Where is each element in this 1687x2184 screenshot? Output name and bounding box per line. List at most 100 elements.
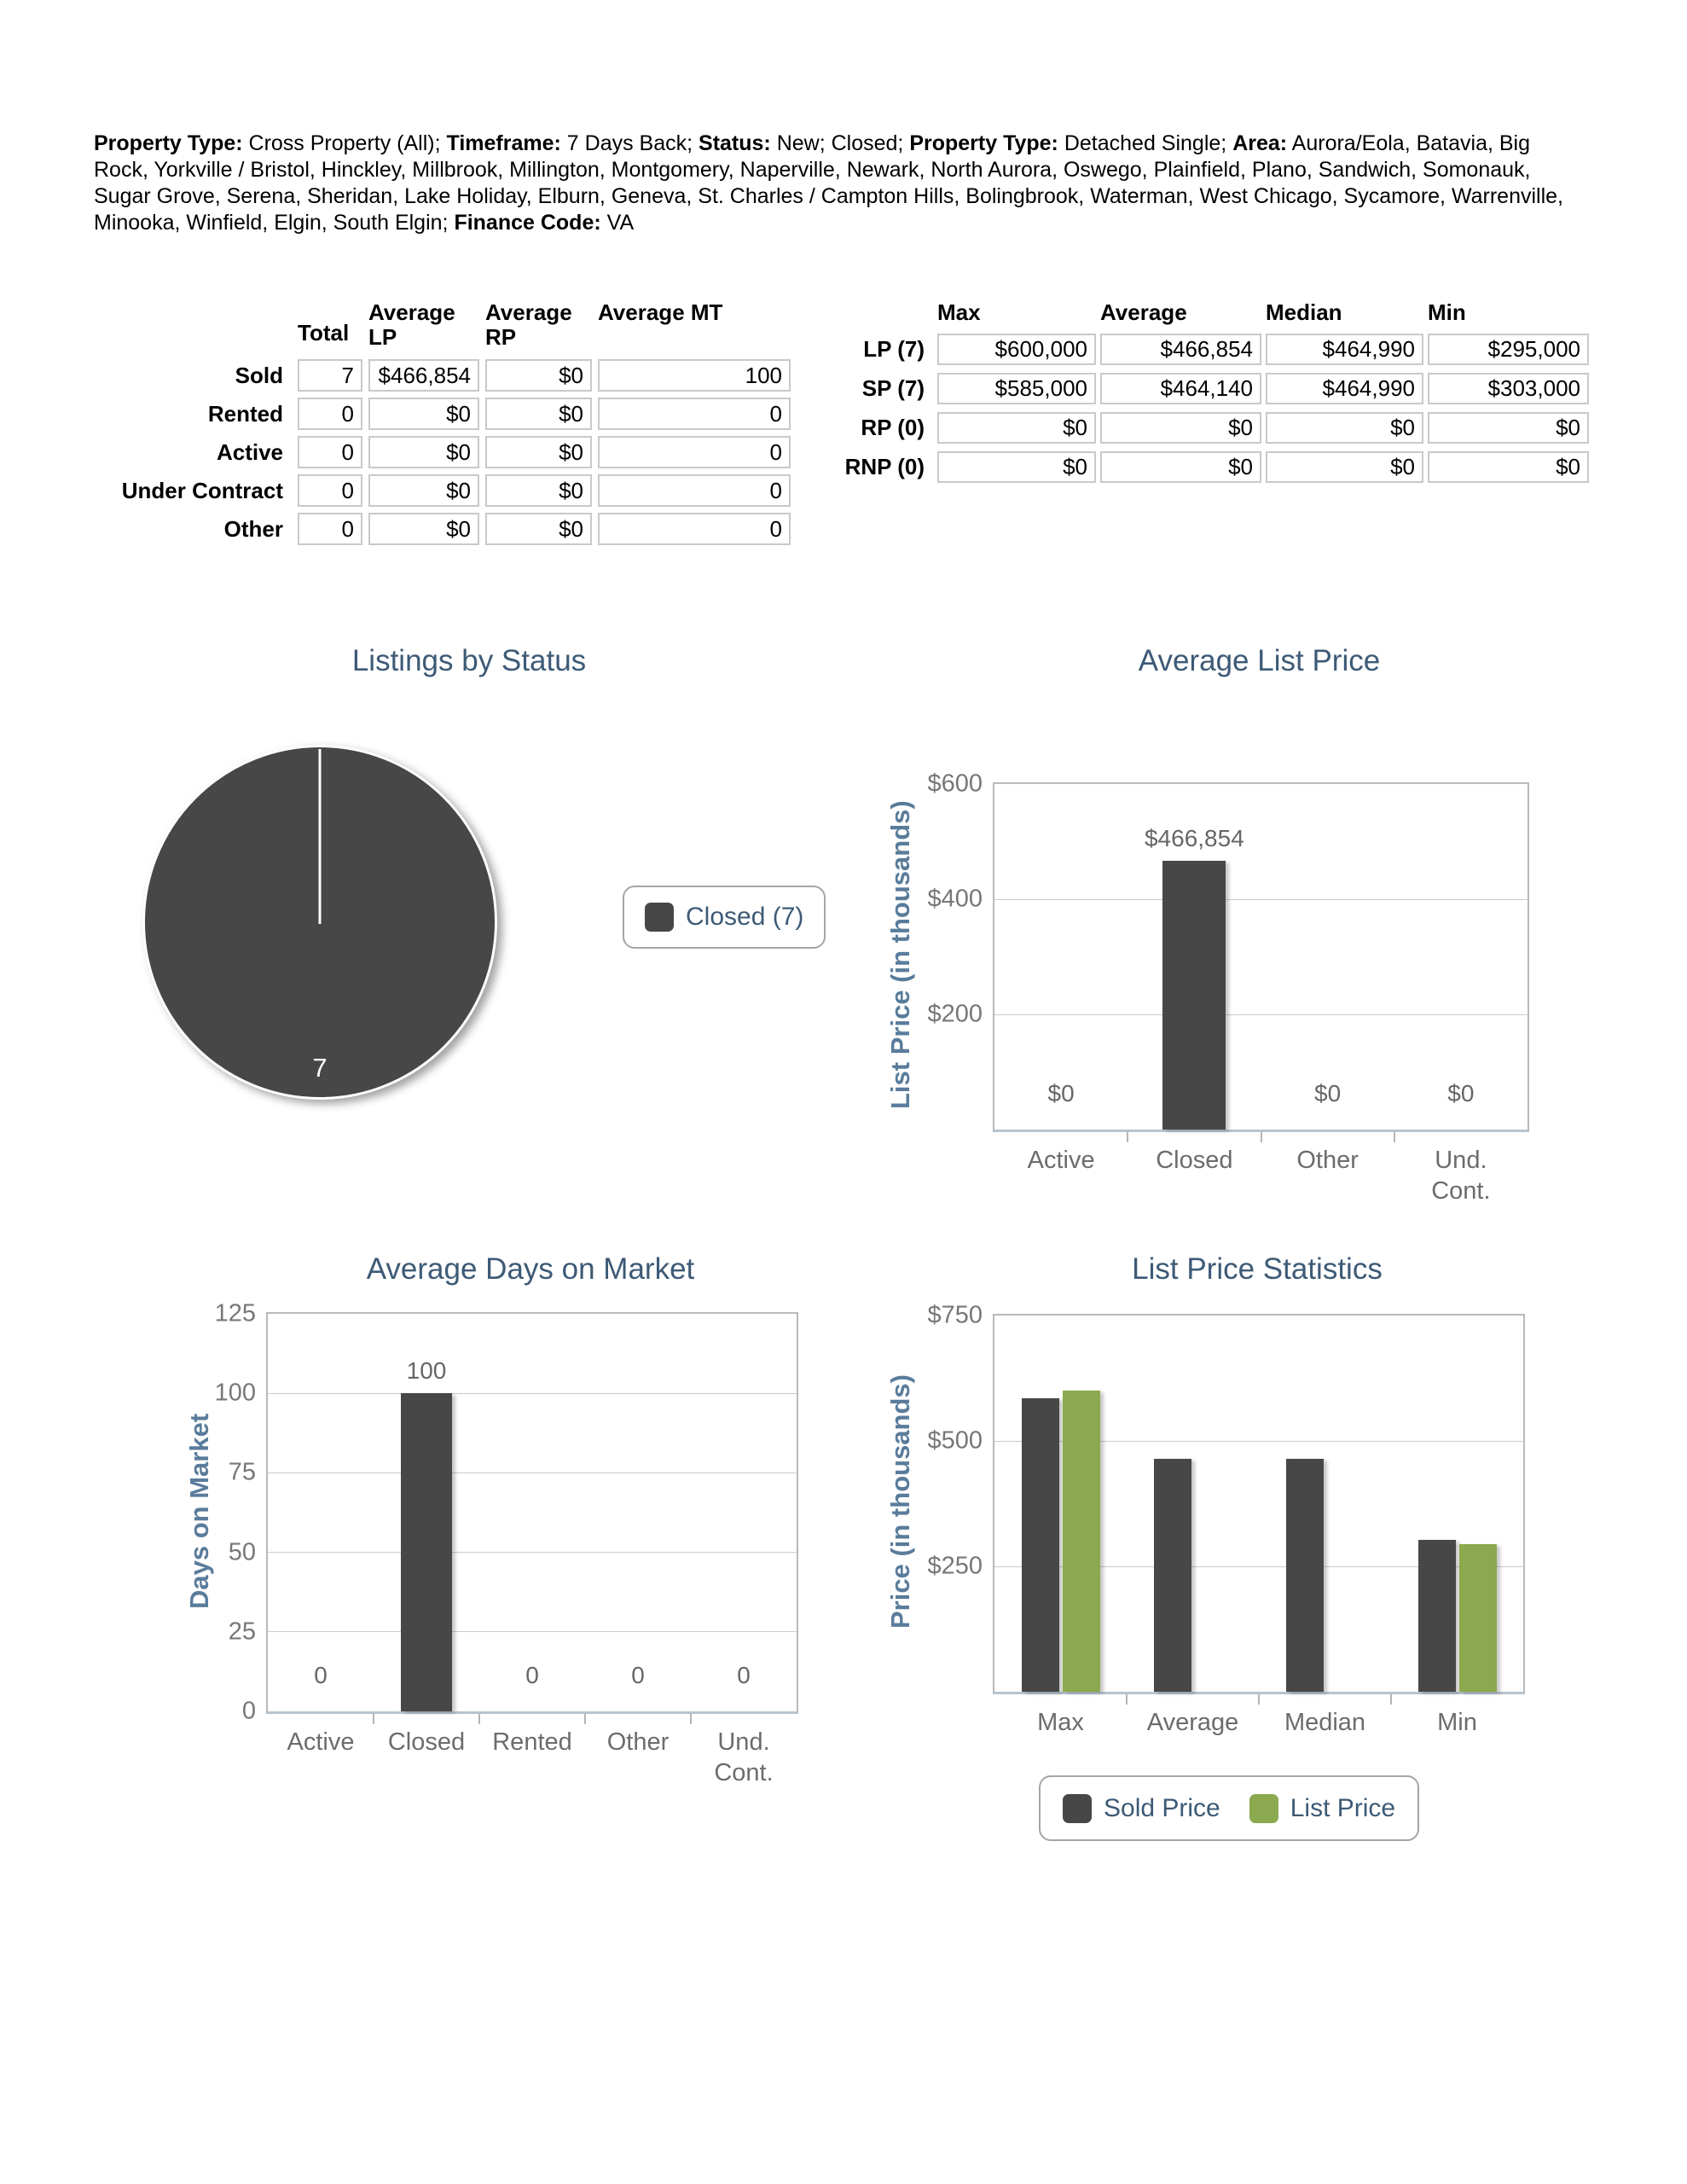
chart-list-price-statistics: List Price Statistics Price (in thousand… [861, 1252, 1612, 1875]
filter-label: Property Type: [94, 131, 243, 155]
table-cell: $0 [485, 436, 592, 468]
x-category-label: Median [1284, 1709, 1366, 1736]
pie-closed-slice: 7 [142, 745, 497, 1100]
value-label: 0 [631, 1662, 645, 1688]
bar-max [1062, 1391, 1100, 1692]
table-cell: $464,990 [1266, 373, 1423, 404]
row-label: RP (0) [861, 415, 925, 440]
chart-title: Listings by Status [351, 644, 587, 677]
table-cell: $0 [368, 436, 479, 468]
y-tick-label: $750 [927, 1301, 983, 1329]
pie-slice-label: 7 [312, 1053, 328, 1083]
table-cell: $0 [368, 474, 479, 507]
y-axis-label: List Price (in thousands) [885, 800, 915, 1110]
chart-average-days-on-market: Average Days on Market Days on Market 12… [154, 1252, 836, 1841]
table-cell: 0 [598, 398, 791, 430]
y-tick-label: 25 [228, 1618, 256, 1646]
filter-label: Area: [1232, 131, 1288, 155]
table-cell: $600,000 [937, 334, 1096, 365]
status-summary-table: Total Average LP Average RP Average MT Sold 7… [94, 300, 791, 545]
plot-area: 125 100 75 50 25 0 Active 0 Closed 100 Rented 0 Othe… [215, 1300, 798, 1786]
y-axis-label: Price (in thousands) [885, 1374, 915, 1629]
column-header: Total [298, 320, 350, 346]
table-cell: 100 [598, 359, 791, 392]
value-label: 100 [406, 1357, 447, 1384]
row-label: RNP (0) [844, 454, 925, 479]
y-axis-label: Days on Market [184, 1413, 214, 1609]
table-cell: $0 [485, 474, 592, 507]
table-cell: 0 [298, 474, 362, 507]
table-cell: $0 [1428, 412, 1589, 444]
pie-legend: Closed (7) [623, 886, 826, 949]
table-corner [94, 300, 292, 353]
y-tick-label: $200 [927, 1000, 983, 1028]
value-label: $0 [1047, 1080, 1075, 1107]
table-cell: $303,000 [1428, 373, 1589, 404]
x-tick [1393, 1132, 1395, 1142]
x-tick [690, 1714, 692, 1724]
filter-label: Finance Code: [454, 211, 601, 235]
table-cell: 0 [598, 474, 791, 507]
table-cell: $585,000 [937, 373, 1096, 404]
y-tick-label: $600 [927, 770, 983, 798]
gridline [268, 1552, 797, 1554]
table-cell: $0 [485, 359, 592, 392]
table-cell: $0 [1100, 412, 1261, 444]
x-tick [1260, 1132, 1262, 1142]
value-label: $0 [1447, 1080, 1475, 1107]
x-tick [373, 1714, 374, 1724]
value-label: $0 [1314, 1080, 1342, 1107]
row-label: Other [223, 516, 283, 542]
table-cell: 0 [598, 436, 791, 468]
bar-min [1417, 1540, 1456, 1692]
table-cell: $295,000 [1428, 334, 1589, 365]
plot-area: $750 $500 $250 Max Average Median Min [927, 1302, 1525, 1736]
gridline [268, 1631, 797, 1633]
x-category-label: Und. Cont. [714, 1728, 774, 1786]
column-header: Max [937, 299, 981, 325]
table-cell: 0 [598, 513, 791, 545]
x-tick [1258, 1694, 1260, 1705]
row-label: LP (7) [863, 336, 925, 362]
gridline [268, 1472, 797, 1473]
row-label: Sold [235, 363, 283, 388]
table-cell: 7 [298, 359, 362, 392]
bar-max [1021, 1398, 1059, 1692]
table-cell: $0 [937, 412, 1096, 444]
table-cell: $0 [485, 513, 592, 545]
y-tick-label: 0 [241, 1697, 256, 1725]
table-cell: $0 [1266, 412, 1423, 444]
row-label: SP (7) [861, 375, 925, 401]
bar-closed [401, 1393, 452, 1711]
table-cell: 0 [298, 436, 362, 468]
x-tick [1126, 1694, 1128, 1705]
x-category-label: Und. Cont. [1431, 1147, 1491, 1205]
y-tick-label: $250 [927, 1552, 983, 1580]
y-tick-label: 125 [214, 1299, 256, 1327]
filter-label: Property Type: [909, 131, 1058, 155]
column-header: Average RP [485, 299, 572, 350]
legend-label: Sold Price [1104, 1793, 1220, 1822]
table-cell: $0 [485, 398, 592, 430]
value-label: 0 [737, 1662, 751, 1688]
value-label: $466,854 [1144, 825, 1244, 851]
legend-label: Closed (7) [686, 903, 804, 931]
x-category-label: Other [1296, 1147, 1359, 1174]
table-cell: $464,990 [1266, 334, 1423, 365]
table-cell: 0 [298, 513, 362, 545]
filter-label: Status: [699, 131, 771, 155]
legend-swatch-icon [1249, 1793, 1278, 1823]
chart-listings-by-status: Listings by Status 7 Closed (7) [85, 644, 853, 1173]
bar-average [1153, 1459, 1191, 1692]
bar-min [1458, 1544, 1497, 1692]
y-tick-label: 50 [228, 1538, 256, 1566]
gridline [994, 1440, 1523, 1442]
column-header: Average [1100, 299, 1187, 325]
legend-swatch-closed-icon [645, 903, 674, 932]
y-tick-label: 100 [214, 1379, 256, 1407]
y-tick-label: $500 [927, 1426, 983, 1455]
x-category-label: Average [1146, 1709, 1239, 1736]
chart-title: List Price Statistics [1132, 1252, 1383, 1286]
bar-closed [1162, 861, 1226, 1130]
x-category-label: Other [606, 1728, 670, 1756]
